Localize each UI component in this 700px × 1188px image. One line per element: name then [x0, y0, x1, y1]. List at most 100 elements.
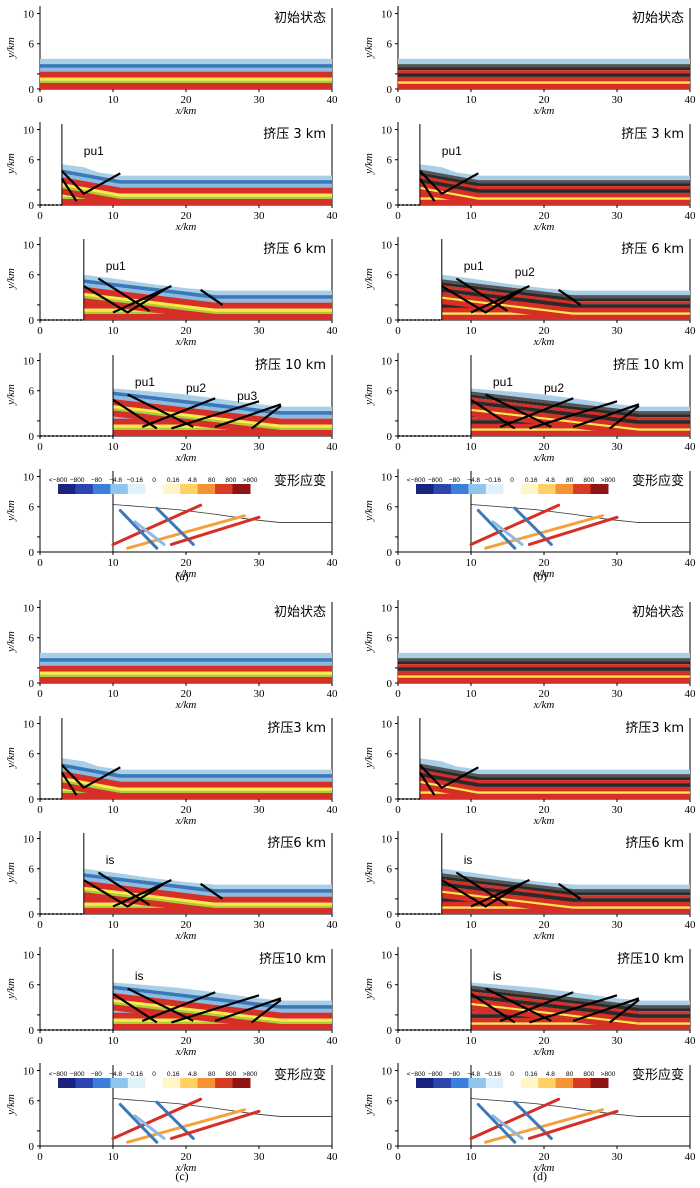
- y-tick-label: 6: [387, 980, 393, 992]
- x-tick-label: 40: [327, 919, 339, 931]
- x-tick-label: 10: [108, 804, 120, 816]
- stratum-layer: [471, 1022, 690, 1025]
- panel: 0 6 10 0 10 20 30 40 x/km y/km 初始状态: [363, 6, 696, 117]
- uplifted-layer: [61, 173, 121, 188]
- x-tick-label: 0: [395, 688, 401, 700]
- x-axis-label: x/km: [175, 452, 197, 464]
- topography-outline: [112, 504, 332, 523]
- y-tick-label: 0: [29, 794, 35, 806]
- colorbar-tick-label: −800: [428, 477, 443, 484]
- stratum-layer: [398, 58, 690, 65]
- colorbar-tick-label: 80: [566, 477, 574, 484]
- y-tick-label: 0: [29, 200, 35, 212]
- stratum-layer: [419, 192, 690, 198]
- panel-title: 挤压10 km: [259, 952, 326, 967]
- strain-band: [469, 503, 561, 546]
- x-tick-label: 40: [685, 1151, 697, 1163]
- strata: [441, 868, 690, 914]
- x-tick-label: 30: [254, 441, 266, 453]
- stratum-layer: [471, 1024, 690, 1030]
- y-tick-label: 0: [387, 315, 393, 327]
- stratum-layer: [61, 777, 333, 782]
- stratum-layer: [398, 652, 690, 659]
- colorbar-cell: [503, 484, 522, 494]
- fault-line: [418, 771, 436, 796]
- x-tick-label: 0: [37, 94, 43, 106]
- x-tick-label: 10: [466, 1151, 478, 1163]
- uplifted-layer: [441, 282, 574, 302]
- uplifted-layer: [441, 873, 574, 893]
- x-tick-label: 0: [395, 325, 401, 337]
- uplifted-layer: [441, 876, 574, 896]
- y-tick-label: 0: [29, 431, 35, 443]
- uplifted-layer: [419, 780, 479, 794]
- stratum-layer: [61, 787, 333, 791]
- colorbar-cell: [75, 1078, 94, 1088]
- stratum-layer: [398, 83, 690, 89]
- y-tick-label: 6: [387, 502, 393, 514]
- stratum-layer: [419, 774, 690, 778]
- colorbar-cell: [485, 484, 504, 494]
- y-tick-label: 0: [29, 1025, 35, 1037]
- panel: 0 6 10 0 10 20 30 40 x/km y/km 变形应变 <−800 −800 −80 −4.…: [5, 1063, 338, 1174]
- x-tick-label: 30: [612, 441, 624, 453]
- x-axis-label: x/km: [175, 699, 197, 711]
- fault-line: [499, 991, 574, 1022]
- panel-title: 变形应变: [274, 473, 326, 489]
- x-tick-label: 0: [395, 94, 401, 106]
- fault-line: [470, 879, 530, 908]
- uplifted-layer: [83, 283, 216, 303]
- stratum-layer: [419, 186, 690, 190]
- strata: [113, 388, 332, 436]
- y-tick-label: 6: [29, 749, 35, 761]
- colorbar-cell: [590, 1078, 609, 1088]
- x-axis-label: x/km: [533, 930, 555, 942]
- colorbar-cell: [197, 1078, 216, 1088]
- fault-line: [251, 998, 282, 1024]
- x-tick-label: 10: [466, 688, 478, 700]
- structure-label: pu2: [186, 381, 206, 395]
- strata: [40, 58, 332, 89]
- colorbar-cell: [92, 484, 111, 494]
- y-tick-label: 10: [23, 472, 35, 484]
- group-caption: (a): [175, 569, 188, 583]
- colorbar-cell: [503, 1078, 522, 1088]
- colorbar-tick-label: 0: [510, 477, 514, 484]
- panel: 0 6 10 0 10 20 30 40 x/km y/km 挤压 3 km pu1: [5, 122, 338, 233]
- x-tick-label: 40: [327, 1151, 339, 1163]
- colorbar-tick-label: >800: [601, 477, 616, 484]
- structure-label: pu1: [464, 259, 484, 273]
- uplifted-layer: [61, 782, 121, 799]
- x-tick-label: 10: [466, 557, 478, 569]
- structure-label: is: [106, 853, 115, 867]
- strain-band: [133, 520, 166, 546]
- y-tick-label: 0: [29, 547, 35, 559]
- y-axis-label: y/km: [5, 268, 17, 290]
- x-tick-label: 10: [108, 1151, 120, 1163]
- x-tick-label: 30: [612, 1151, 624, 1163]
- panel: 0 6 10 0 10 20 30 40 x/km y/km 挤压3 km: [363, 716, 696, 827]
- fault-line: [557, 882, 582, 900]
- x-tick-label: 40: [685, 804, 697, 816]
- fault-line: [97, 277, 151, 312]
- colorbar-cell: [127, 484, 146, 494]
- uplifted-layer: [113, 1004, 281, 1030]
- colorbar-tick-label: 800: [225, 477, 236, 484]
- colorbar-tick-label: 80: [208, 477, 216, 484]
- strain-band: [126, 514, 246, 550]
- stratum-layer: [40, 82, 332, 89]
- colorbar-cell: [197, 484, 216, 494]
- x-tick-label: 0: [37, 1151, 43, 1163]
- y-tick-label: 10: [381, 356, 393, 368]
- strata: [398, 58, 690, 89]
- y-tick-label: 10: [23, 9, 35, 21]
- x-tick-label: 0: [395, 441, 401, 453]
- strain-bands: [469, 1097, 619, 1144]
- fault-lines: [441, 277, 582, 314]
- y-tick-label: 6: [29, 155, 35, 167]
- colorbar-cell: [92, 1078, 111, 1088]
- colorbar-tick-label: 4.8: [188, 1071, 197, 1078]
- colorbar-cell: [555, 484, 574, 494]
- colorbar-tick-label: −4.8: [109, 477, 122, 484]
- x-tick-label: 0: [37, 325, 43, 337]
